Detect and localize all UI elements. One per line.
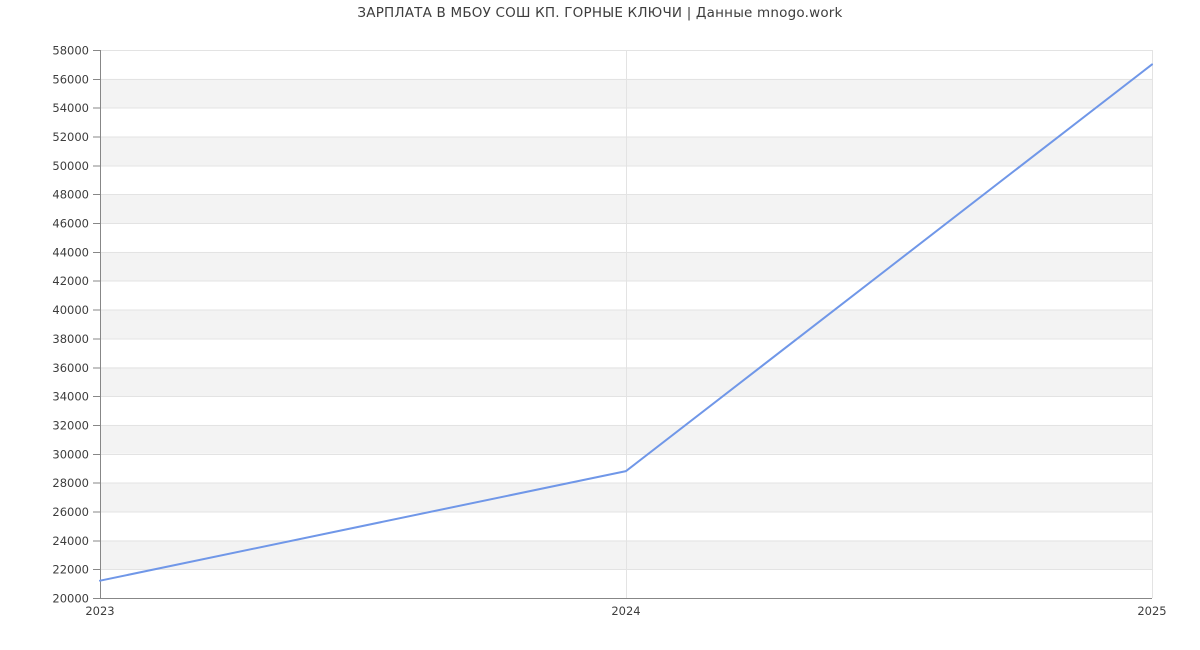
y-tick-label: 24000 [52, 534, 89, 548]
y-tick-label: 48000 [52, 188, 89, 202]
y-tick-label: 22000 [52, 563, 89, 577]
y-tick-label: 46000 [52, 217, 89, 231]
y-tick-label: 42000 [52, 274, 89, 288]
y-tick-label: 30000 [52, 447, 89, 461]
y-tick-label: 52000 [52, 130, 89, 144]
y-tick-label: 32000 [52, 418, 89, 432]
data-line [99, 63, 1153, 582]
y-tick-label: 56000 [52, 72, 89, 86]
y-tick-label: 54000 [52, 101, 89, 115]
y-tick-label: 28000 [52, 476, 89, 490]
y-tick-label: 26000 [52, 505, 89, 519]
y-tick-label: 40000 [52, 303, 89, 317]
x-tick-label: 2024 [611, 604, 640, 618]
y-tick-label: 50000 [52, 159, 89, 173]
y-tick-label: 36000 [52, 361, 89, 375]
chart-title: ЗАРПЛАТА В МБОУ СОШ КП. ГОРНЫЕ КЛЮЧИ | Д… [357, 5, 843, 21]
y-tick-label: 44000 [52, 245, 89, 259]
y-tick-label: 58000 [52, 44, 89, 58]
y-tick-label: 20000 [52, 592, 89, 606]
y-tick-label: 34000 [52, 390, 89, 404]
x-tick-label: 2023 [85, 604, 114, 618]
y-tick-label: 38000 [52, 332, 89, 346]
x-tick-label: 2025 [1137, 604, 1166, 618]
